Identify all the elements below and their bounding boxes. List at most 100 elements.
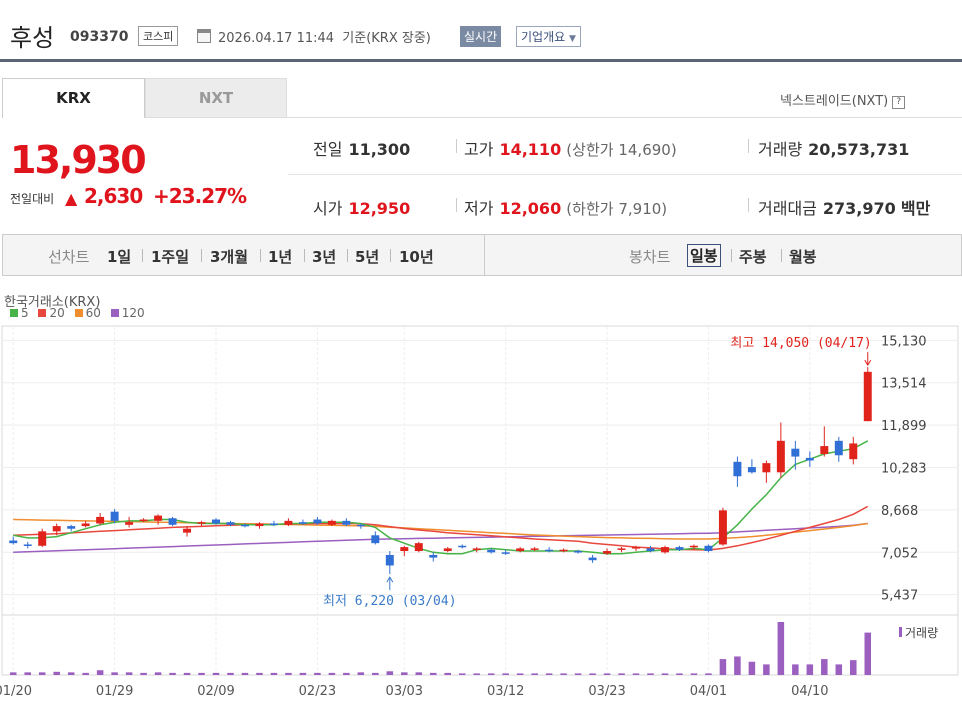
candle-body [212, 519, 220, 524]
divider [347, 249, 348, 262]
candle-body [269, 523, 278, 525]
volume-bar [603, 673, 611, 675]
high-label: 고가 [464, 140, 494, 159]
period-5y[interactable]: 5년 [355, 248, 380, 266]
volume-bar [676, 673, 683, 675]
period-1w[interactable]: 1주일 [151, 248, 190, 266]
candle-body [472, 548, 481, 550]
upper-limit-value: 14,690 [618, 141, 671, 159]
candle-body [197, 522, 206, 524]
realtime-button[interactable]: 실시간 [460, 26, 502, 47]
help-icon[interactable]: ? [892, 96, 906, 109]
candle-body [154, 515, 163, 521]
volume-bar [154, 672, 162, 675]
divider [781, 249, 782, 262]
high-price: 고가 14,110 (상한가 14,690) [464, 136, 677, 160]
volume-bar [632, 673, 640, 675]
candle-body [96, 516, 105, 524]
volume-bar [125, 672, 133, 675]
candle-body [747, 467, 756, 473]
y-tick-label: 10,283 [881, 462, 927, 477]
legend-ma60-label: 60 [85, 306, 101, 320]
candle-body [110, 511, 119, 521]
volume-bar [415, 672, 423, 675]
y-tick-label: 11,899 [881, 419, 927, 434]
candle-body [240, 524, 249, 527]
low-value: 12,060 [499, 199, 562, 218]
caret-down-icon: ▼ [569, 34, 576, 44]
volume-bar [502, 673, 509, 675]
volume-bar [9, 672, 17, 675]
open-price: 시가 12,950 [313, 195, 410, 219]
candle-body [718, 510, 727, 545]
period-1y[interactable]: 1년 [268, 248, 293, 266]
prev-close-value: 11,300 [348, 140, 411, 159]
ma20-line [13, 505, 869, 551]
volume-bar [285, 672, 292, 675]
lower-limit: (하한가 7,910) [566, 200, 668, 218]
x-tick-label: 02/09 [197, 684, 234, 699]
candle-body [429, 554, 438, 558]
candle-body [168, 518, 177, 525]
legend-ma60: 60 [74, 306, 101, 320]
period-3y[interactable]: 3년 [312, 248, 337, 266]
volume-bar [429, 672, 437, 675]
candle-body [23, 544, 32, 546]
candle-body [81, 523, 90, 527]
candle-body [385, 554, 394, 566]
divider [748, 198, 749, 212]
candle-body [661, 547, 669, 553]
y-tick-label: 5,437 [881, 589, 918, 604]
nextrade-link[interactable]: 넥스트레이드(NXT)? [780, 90, 906, 109]
candle-body [675, 547, 684, 550]
legend-ma5: 5 [10, 306, 29, 320]
period-3m[interactable]: 3개월 [210, 248, 249, 266]
candle-body [400, 547, 409, 552]
market-badge: 코스피 [138, 26, 179, 46]
volume-bar [560, 673, 567, 675]
volume-label: 거래량 [905, 626, 938, 640]
volume-bar [241, 672, 249, 675]
volume-bar [299, 672, 307, 675]
volume-bar [864, 632, 872, 675]
tab-krx[interactable]: KRX [2, 78, 145, 118]
change-percent: +23.27% [153, 184, 247, 208]
candle-body [632, 547, 641, 549]
volume-bar [719, 659, 727, 675]
period-monthly[interactable]: 월봉 [789, 248, 817, 266]
tab-nxt[interactable]: NXT [145, 78, 287, 118]
volume-bar [212, 672, 220, 675]
period-daily[interactable]: 일봉 [687, 244, 721, 267]
candle-body [414, 543, 423, 552]
y-tick-label: 7,052 [881, 546, 918, 561]
price-chart[interactable]: 15,130 13,514 11,899 10,283 8,668 7,052 5,437 0… [0, 318, 962, 712]
legend-ma5-label: 5 [21, 306, 29, 320]
period-10y[interactable]: 10년 [399, 248, 434, 266]
current-price: 13,930 [10, 138, 147, 182]
x-tick-label: 01/29 [96, 684, 133, 699]
candle-body [574, 551, 583, 553]
volume-bar [372, 672, 379, 675]
period-weekly[interactable]: 주봉 [739, 248, 767, 266]
candle-body [834, 440, 843, 456]
x-tick-label: 03/12 [487, 684, 524, 699]
volume-bar [690, 673, 698, 675]
legend-ma20: 20 [38, 306, 65, 320]
upper-limit-label: 상한가 [572, 141, 614, 159]
volume-bar [140, 672, 147, 675]
volume-bar [516, 673, 524, 675]
period-divider [484, 235, 485, 275]
volume-bar [661, 673, 669, 675]
low-price: 저가 12,060 (하한가 7,910) [464, 195, 667, 219]
period-1d[interactable]: 1일 [107, 248, 132, 266]
plot-frame [1, 325, 959, 616]
as-of-timestamp: 2026.04.17 11:44 기준(KRX 장중) [218, 31, 431, 46]
candle-body [255, 523, 264, 527]
company-info-dropdown[interactable]: 기업개요 ▼ [516, 26, 581, 47]
volume-bar [386, 671, 394, 675]
legend-swatch [38, 309, 47, 317]
volume-bar [24, 672, 31, 675]
volume-value: 20,573,731 [808, 140, 910, 159]
candle-body [313, 519, 322, 524]
volume-bar [314, 672, 321, 675]
